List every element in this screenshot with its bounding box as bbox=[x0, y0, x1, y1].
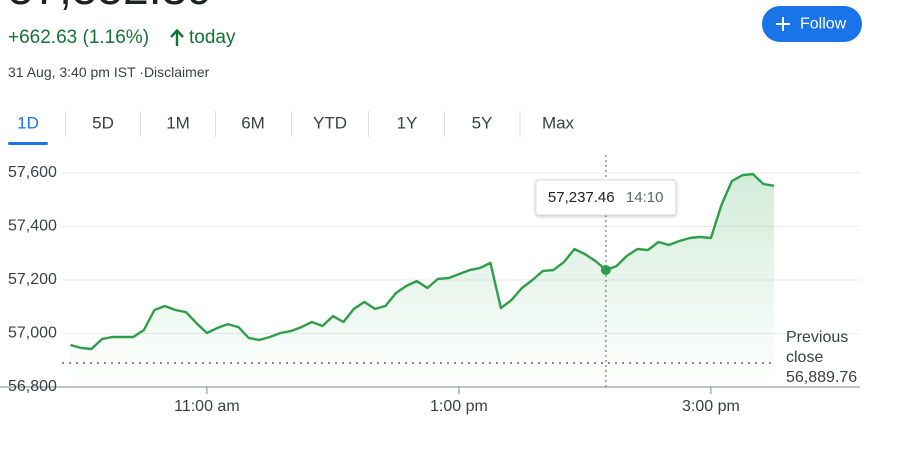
follow-button-bg[interactable] bbox=[762, 6, 862, 42]
previous-close-title: Previous bbox=[786, 329, 848, 346]
tooltip-value: 57,237.46 bbox=[548, 189, 615, 206]
x-tick-label: 3:00 pm bbox=[682, 398, 740, 415]
timestamp-text: 31 Aug, 3:40 pm IST bbox=[8, 64, 136, 80]
tab[interactable]: 5Y bbox=[472, 113, 493, 132]
tab[interactable]: Max bbox=[542, 113, 575, 132]
follow-label[interactable]: Follow bbox=[800, 16, 847, 33]
price: 57,552.39 bbox=[8, 0, 213, 14]
y-tick-label: 57,000 bbox=[8, 325, 57, 342]
previous-close-value: 56,889.76 bbox=[786, 369, 857, 386]
y-tick-label: 57,200 bbox=[8, 271, 57, 288]
tab[interactable]: YTD bbox=[313, 113, 347, 132]
tooltip-box bbox=[535, 179, 677, 216]
line bbox=[70, 172, 775, 351]
timestamp: 31 Aug, 3:40 pm IST ·Disclaimer bbox=[8, 64, 210, 80]
previous-close-title: close bbox=[786, 349, 823, 366]
tabs: 1D 5D 1M 6M YTD 1Y 5Y Max bbox=[8, 111, 575, 145]
tab[interactable]: 1D bbox=[17, 113, 39, 132]
up-arrow-icon bbox=[170, 28, 184, 46]
tab[interactable]: 5D bbox=[92, 113, 114, 132]
chart: 56,800 57,000 57,200 57,400 57,600 11:00 am 1:… bbox=[0, 155, 860, 415]
area bbox=[70, 174, 774, 387]
tab[interactable]: 1M bbox=[166, 113, 190, 132]
hover-point bbox=[600, 264, 611, 275]
plus-icon[interactable] bbox=[776, 17, 790, 31]
tab-underline bbox=[8, 142, 48, 145]
y-tick-label: 57,400 bbox=[8, 218, 57, 235]
disclaimer[interactable]: ·Disclaimer bbox=[139, 64, 209, 80]
x-tick-label: 1:00 pm bbox=[430, 398, 488, 415]
y-tick-label: 57,600 bbox=[8, 164, 57, 181]
period: today bbox=[189, 27, 236, 48]
x-tick-label: 11:00 am bbox=[174, 398, 240, 415]
follow-button[interactable]: Follow bbox=[762, 6, 862, 42]
tab[interactable]: 1Y bbox=[397, 113, 418, 132]
change: +662.63 (1.16%) bbox=[8, 27, 149, 48]
tooltip-time: 14:10 bbox=[626, 189, 664, 206]
y-tick-label: 56,800 bbox=[8, 378, 57, 395]
tab[interactable]: 6M bbox=[241, 113, 265, 132]
tooltip: 57,237.46 14:10 bbox=[535, 179, 677, 216]
